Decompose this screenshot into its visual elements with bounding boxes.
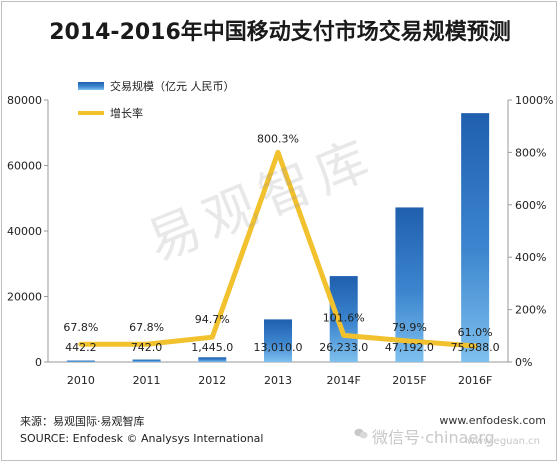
y-tick-label-left: 80000 bbox=[7, 94, 42, 107]
growth-point bbox=[473, 344, 477, 348]
y-tick-label-right: 200% bbox=[515, 304, 546, 317]
x-tick-label: 2015F bbox=[392, 374, 426, 387]
legend-label-bar: 交易规模（亿元 人民币） bbox=[110, 79, 235, 93]
growth-point bbox=[210, 335, 214, 339]
website-link[interactable]: www.enfodesk.com bbox=[439, 414, 546, 427]
growth-value-label: 67.8% bbox=[129, 321, 164, 334]
growth-point bbox=[145, 342, 149, 346]
legend-swatch-bar bbox=[78, 82, 104, 90]
y-tick-label-left: 20000 bbox=[7, 291, 42, 304]
growth-value-label: 67.8% bbox=[63, 321, 98, 334]
growth-value-label: 101.6% bbox=[323, 311, 365, 324]
y-tick-label-right: 0% bbox=[515, 356, 532, 369]
bar bbox=[329, 276, 358, 362]
legend-label-line: 增长率 bbox=[110, 106, 143, 120]
x-tick-label: 2013 bbox=[264, 374, 292, 387]
x-tick-label: 2010 bbox=[67, 374, 95, 387]
y-tick-label-right: 400% bbox=[515, 251, 546, 264]
growth-value-label: 61.0% bbox=[458, 326, 493, 339]
x-tick-label: 2011 bbox=[133, 374, 161, 387]
wechat-icon bbox=[354, 428, 368, 439]
y-tick-label-left: 40000 bbox=[7, 225, 42, 238]
growth-value-label: 94.7% bbox=[195, 313, 230, 326]
x-tick-label: 2014F bbox=[327, 374, 361, 387]
bar-value-label: 742.0 bbox=[131, 341, 163, 354]
growth-value-label: 800.3% bbox=[257, 132, 299, 145]
growth-point bbox=[79, 342, 83, 346]
watermark-site: www.eguan.cn bbox=[466, 436, 540, 447]
y-tick-label-right: 1000% bbox=[515, 94, 553, 107]
growth-point bbox=[407, 339, 411, 343]
growth-point bbox=[342, 333, 346, 337]
bar-value-label: 1,445.0 bbox=[191, 341, 233, 354]
bar bbox=[264, 319, 292, 362]
growth-point bbox=[276, 150, 280, 154]
bar bbox=[395, 207, 424, 362]
x-tick-label: 2016F bbox=[458, 374, 492, 387]
x-tick-label: 2012 bbox=[198, 374, 226, 387]
bar-value-label: 47,192.0 bbox=[385, 341, 434, 354]
y-tick-label-left: 60000 bbox=[7, 160, 42, 173]
bar-value-label: 75,988.0 bbox=[451, 341, 500, 354]
source-en: SOURCE: Enfodesk © Analysys Internationa… bbox=[20, 432, 264, 445]
watermark-wechat: 微信号·chinaerg bbox=[372, 428, 495, 447]
bar-value-label: 26,233.0 bbox=[319, 341, 368, 354]
bar bbox=[198, 357, 227, 362]
source-cn: 来源：易观国际·易观智库 bbox=[20, 415, 145, 428]
y-tick-label-right: 800% bbox=[515, 146, 546, 159]
growth-value-label: 79.9% bbox=[392, 321, 427, 334]
bar bbox=[66, 360, 95, 362]
bar-value-label: 442.2 bbox=[65, 341, 97, 354]
bar bbox=[461, 113, 490, 362]
bar-value-label: 13,010.0 bbox=[254, 341, 303, 354]
y-tick-label-right: 600% bbox=[515, 199, 546, 212]
y-tick-label-left: 0 bbox=[35, 356, 42, 369]
chart-title: 2014-2016年中国移动支付市场交易规模预测 bbox=[49, 20, 511, 45]
bar bbox=[132, 359, 161, 362]
